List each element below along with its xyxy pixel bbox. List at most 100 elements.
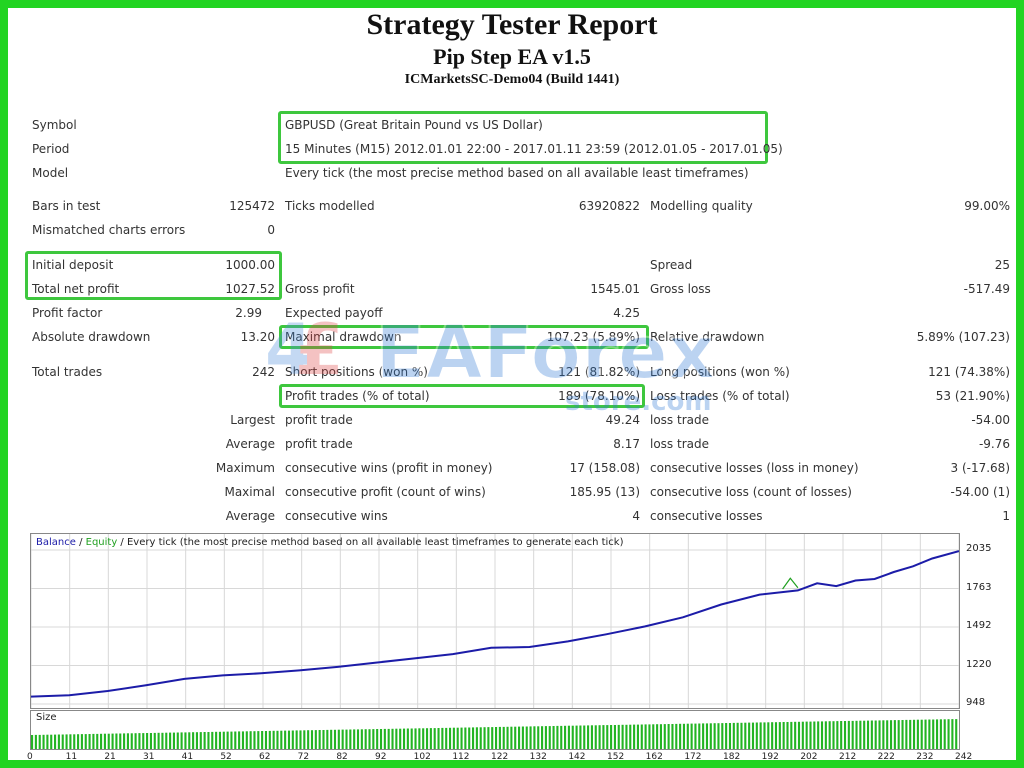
size-bar (456, 727, 459, 749)
size-bar (203, 732, 206, 749)
size-bar (621, 724, 624, 749)
period-value: 15 Minutes (M15) 2012.01.01 22:00 - 2017… (285, 142, 783, 156)
size-bar (429, 728, 432, 749)
size-bar (314, 730, 317, 749)
size-bar (663, 724, 666, 749)
size-bar (341, 729, 344, 749)
size-bar (280, 730, 283, 749)
size-bar (579, 725, 582, 749)
grossprofit-value: 1545.01 (590, 282, 640, 296)
legend-sep-1: / (75, 537, 86, 548)
symbol-period-highlight (278, 111, 768, 164)
size-bar (801, 721, 804, 749)
size-bar (916, 719, 919, 749)
size-bar (613, 725, 616, 749)
size-bar (748, 722, 751, 749)
size-bar (146, 733, 149, 749)
size-bar (709, 723, 712, 749)
size-bar (195, 732, 198, 749)
size-bar (939, 719, 942, 749)
size-bar (46, 734, 49, 749)
x-tick-label: 212 (839, 752, 857, 762)
size-bar (805, 721, 808, 749)
size-bar (863, 720, 866, 749)
size-bar (564, 725, 567, 749)
size-bar (556, 725, 559, 749)
size-bar (625, 724, 628, 749)
size-bar (391, 728, 394, 749)
size-bar (725, 723, 728, 749)
absdd-label: Absolute drawdown (32, 330, 151, 344)
size-bar (345, 729, 348, 749)
size-bar (705, 723, 709, 749)
size-bar (184, 732, 187, 749)
size-bar (460, 727, 463, 749)
size-bar (686, 723, 689, 749)
size-bar (356, 729, 360, 749)
size-bar (299, 730, 302, 749)
size-bar (633, 724, 636, 749)
deposit-profit-highlight (25, 251, 282, 300)
size-bar (636, 724, 639, 749)
size-bar (740, 722, 743, 749)
size-bar (928, 719, 931, 749)
size-bar (215, 731, 218, 749)
size-bar (157, 732, 160, 749)
size-bar (333, 729, 337, 749)
size-bar (138, 733, 141, 749)
size-bar (525, 726, 528, 749)
eaforex-watermark-logo: 4 £ EAForex store.com (265, 309, 717, 417)
size-bar (782, 722, 785, 749)
size-bar (222, 731, 225, 749)
size-bar (659, 724, 662, 749)
size-bar (107, 733, 110, 749)
size-bar (702, 723, 705, 749)
size-bar (824, 721, 827, 749)
size-bar (115, 733, 118, 749)
size-bar (188, 732, 191, 749)
size-bar (303, 730, 306, 749)
symbol-label: Symbol (32, 118, 77, 132)
size-bar (889, 720, 893, 749)
size-bar (483, 727, 486, 749)
short-label: Short positions (won %) (285, 365, 428, 379)
size-bar (851, 720, 854, 749)
x-tick-label: 31 (143, 752, 155, 762)
size-bar (905, 719, 908, 749)
size-bar (506, 726, 509, 749)
x-tick-label: 222 (877, 752, 895, 762)
size-bar (410, 728, 413, 749)
size-bar (161, 732, 164, 749)
size-bar (165, 732, 168, 749)
grossprofit-label: Gross profit (285, 282, 355, 296)
avg-wins-label: consecutive wins (285, 509, 388, 523)
size-bar (859, 720, 862, 749)
size-bar (721, 723, 724, 749)
size-bar (955, 719, 958, 749)
size-bar (31, 735, 34, 749)
size-bar (34, 734, 37, 749)
bars-value: 125472 (229, 199, 275, 213)
size-bar (153, 732, 156, 749)
size-bar (322, 730, 325, 749)
size-bar (84, 734, 87, 749)
size-bar (111, 733, 114, 749)
short-value: 121 (81.82%) (558, 365, 640, 379)
svg-text:4: 4 (265, 309, 314, 391)
size-bar (656, 724, 659, 749)
server-info: ICMarketsSC-Demo04 (Build 1441) (404, 72, 620, 87)
size-bar (502, 726, 505, 749)
legend-equity: Equity (85, 537, 118, 548)
max-wins-label: consecutive wins (profit in money) (285, 461, 493, 475)
size-bar (836, 721, 839, 749)
size-bar (422, 728, 425, 749)
size-bar (54, 734, 57, 749)
size-bar (261, 731, 264, 749)
report-title: Strategy Tester Report (366, 8, 658, 41)
svg-text:store.com: store.com (565, 387, 711, 417)
size-bar (199, 732, 202, 749)
size-bar (471, 727, 475, 749)
x-tick-label: 52 (220, 752, 232, 762)
ticks-label: Ticks modelled (285, 199, 375, 213)
size-bar (840, 721, 843, 749)
